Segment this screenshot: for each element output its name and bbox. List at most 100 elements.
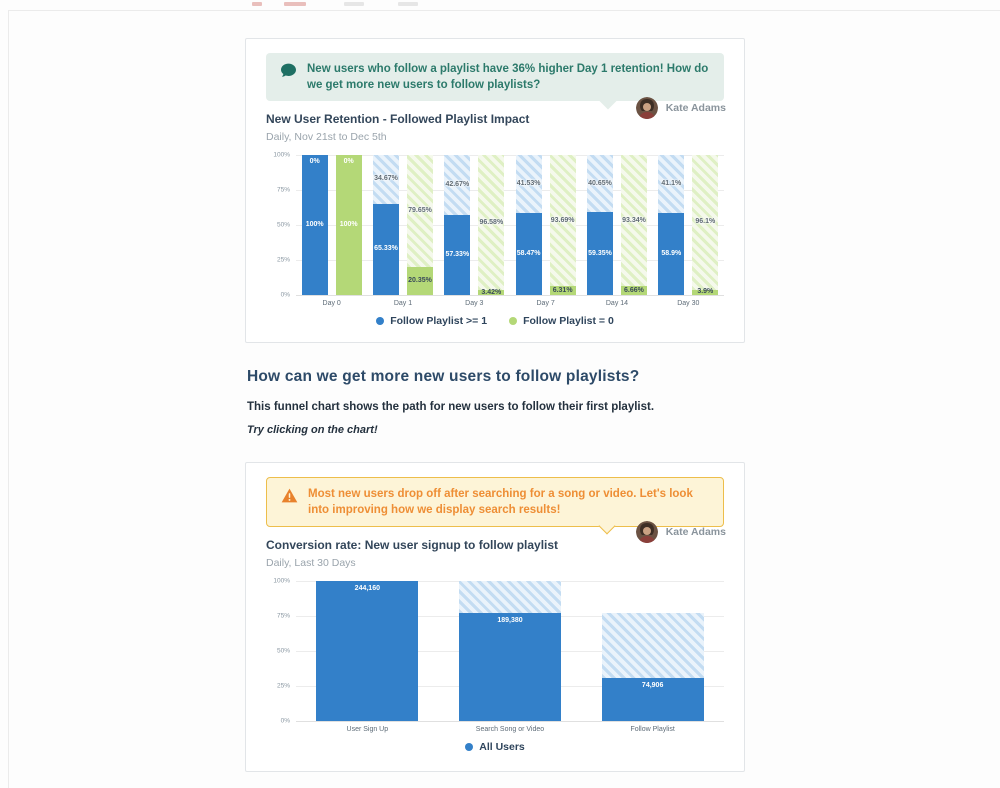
page-top-remnant (284, 2, 306, 6)
churned-segment[interactable] (515, 155, 542, 214)
retention-bar-follow[interactable]: 42.67% 57.33% (444, 155, 471, 296)
retention-bar-no-follow[interactable]: 96.1% 3.9% (692, 155, 719, 296)
y-axis-tick: 75% (276, 186, 290, 194)
users-segment[interactable] (601, 678, 704, 722)
bar-group: 189,380 Search Song or Video (458, 581, 561, 733)
y-axis-tick: 50% (276, 647, 290, 655)
users-segment[interactable] (458, 612, 561, 722)
bar-group: 41.1% 58.9% 96.1% 3.9% Day 30 (658, 155, 719, 307)
churned-segment[interactable] (478, 155, 505, 291)
retention-bar-follow[interactable]: 34.67% 65.33% (372, 155, 399, 296)
dropoff-segment[interactable] (458, 581, 561, 613)
speech-bubble-icon (280, 63, 297, 83)
retained-segment[interactable] (372, 203, 399, 296)
bar-group: 74,906 Follow Playlist (601, 581, 704, 733)
legend-item-follow-playlist-1[interactable]: Follow Playlist >= 1 (376, 315, 487, 327)
retention-bar-follow[interactable]: 40.65% 59.35% (586, 155, 613, 296)
retained-segment[interactable] (478, 290, 505, 296)
funnel-warning-callout: Most new users drop off after searching … (266, 477, 724, 535)
comment-author: Kate Adams (635, 97, 726, 119)
dropoff-segment[interactable] (601, 612, 704, 679)
funnel-plot-area[interactable]: 244,160 User Sign Up 189,380 Search Song or… (296, 581, 724, 733)
legend-label: All Users (479, 741, 525, 754)
funnel-chart: 100% 75% 50% 25% 0% 244,160 User Sign Up 189,3… (266, 577, 724, 733)
funnel-chart-subtitle: Daily, Last 30 Days (266, 557, 356, 570)
x-axis-label: Day 14 (605, 300, 629, 308)
retention-chart-title: New User Retention - Followed Playlist I… (266, 112, 530, 127)
y-axis-tick: 25% (276, 256, 290, 264)
bar-groups: 244,160 User Sign Up 189,380 Search Song or… (296, 581, 724, 733)
y-axis-tick: 75% (276, 612, 290, 620)
bar-groups: 0% 100% 0% 100% Day 0 34.67% 65.33% 79.65% 20.35… (296, 155, 724, 307)
retention-bar-no-follow[interactable]: 0% 100% (335, 155, 362, 296)
retention-bar-no-follow[interactable]: 79.65% 20.35% (406, 155, 433, 296)
x-axis-label: Day 0 (322, 300, 341, 308)
retained-segment[interactable] (658, 212, 685, 296)
legend-item-follow-playlist-0[interactable]: Follow Playlist = 0 (509, 315, 614, 327)
churned-segment[interactable] (620, 155, 647, 286)
retained-segment[interactable] (515, 213, 542, 296)
retained-segment[interactable] (335, 155, 362, 296)
section-hint: Try clicking on the chart! (247, 424, 378, 436)
retention-bar-follow[interactable]: 0% 100% (301, 155, 328, 296)
retention-plot-area[interactable]: 0% 100% 0% 100% Day 0 34.67% 65.33% 79.65% 20.35… (296, 155, 724, 307)
bar-group: 42.67% 57.33% 96.58% 3.42% Day 3 (444, 155, 505, 307)
retained-segment[interactable] (586, 212, 613, 296)
churned-segment[interactable] (444, 155, 471, 215)
retained-segment[interactable] (620, 285, 647, 296)
gridline (296, 225, 724, 227)
funnel-bar[interactable]: 244,160 (316, 581, 419, 722)
section-heading: How can we get more new users to follow … (247, 368, 640, 385)
x-axis-label: Day 1 (393, 300, 413, 308)
funnel-card: Most new users drop off after searching … (245, 462, 745, 772)
funnel-bar[interactable]: 74,906 (601, 581, 704, 722)
retention-comment-callout: New users who follow a playlist have 36%… (266, 53, 724, 110)
page-top-remnant (344, 2, 364, 6)
churned-segment[interactable] (586, 155, 613, 213)
y-axis-tick: 0% (280, 291, 290, 299)
bar-group: 244,160 User Sign Up (316, 581, 419, 733)
retention-legend: Follow Playlist >= 1 Follow Playlist = 0 (266, 315, 724, 327)
retention-bar-no-follow[interactable]: 93.69% 6.31% (549, 155, 576, 296)
retention-bar-no-follow[interactable]: 93.34% 6.66% (620, 155, 647, 296)
gridline (296, 721, 724, 723)
left-divider (8, 10, 9, 788)
funnel-legend: All Users (266, 741, 724, 753)
y-axis-tick: 100% (273, 577, 290, 585)
legend-item-all-users[interactable]: All Users (465, 741, 525, 753)
gridline (296, 260, 724, 262)
churned-segment[interactable] (692, 155, 719, 290)
x-axis-label: Follow Playlist (630, 726, 675, 734)
churned-segment[interactable] (549, 155, 576, 287)
callout-tail (599, 92, 617, 110)
gridline (296, 295, 724, 297)
author-name: Kate Adams (665, 102, 726, 114)
retained-segment[interactable] (444, 214, 471, 296)
legend-dot (376, 317, 385, 326)
author-name: Kate Adams (665, 526, 726, 538)
retained-segment[interactable] (406, 266, 433, 296)
x-axis-label: Day 3 (465, 300, 484, 308)
retention-bar-follow[interactable]: 41.53% 58.47% (515, 155, 542, 296)
churned-segment[interactable] (372, 155, 399, 204)
retained-segment[interactable] (549, 286, 576, 296)
warning-triangle-icon (281, 488, 298, 508)
retention-bar-no-follow[interactable]: 96.58% 3.42% (478, 155, 505, 296)
x-axis-label: Day 7 (536, 300, 555, 308)
retention-chart-subtitle: Daily, Nov 21st to Dec 5th (266, 131, 387, 144)
retained-segment[interactable] (301, 155, 328, 296)
churned-segment[interactable] (406, 155, 433, 267)
retention-bar-follow[interactable]: 41.1% 58.9% (658, 155, 685, 296)
callout-text: New users who follow a playlist have 36%… (307, 63, 709, 92)
y-axis-tick: 100% (273, 151, 290, 159)
bar-group: 34.67% 65.33% 79.65% 20.35% Day 1 (372, 155, 433, 307)
page-top-remnant (398, 2, 418, 6)
kate-adams-avatar (635, 97, 658, 119)
funnel-bar[interactable]: 189,380 (458, 581, 561, 722)
legend-label: Follow Playlist = 0 (523, 315, 614, 328)
users-segment[interactable] (316, 581, 419, 722)
churned-segment[interactable] (658, 155, 685, 213)
retained-segment[interactable] (692, 289, 719, 296)
callout-text: Most new users drop off after searching … (308, 488, 693, 517)
